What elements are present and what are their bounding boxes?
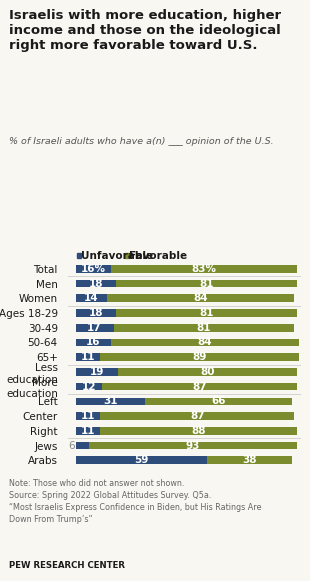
Bar bbox=[76, 279, 116, 288]
Text: 12: 12 bbox=[82, 382, 96, 392]
Bar bbox=[76, 324, 113, 332]
Text: 6: 6 bbox=[68, 440, 75, 451]
Bar bbox=[76, 295, 107, 302]
Bar bbox=[76, 309, 116, 317]
Bar bbox=[100, 353, 299, 361]
Text: 11: 11 bbox=[81, 411, 95, 421]
Text: 17: 17 bbox=[87, 323, 102, 333]
Text: 19: 19 bbox=[90, 367, 104, 377]
Text: Israelis with more education, higher
income and those on the ideological
right m: Israelis with more education, higher inc… bbox=[9, 9, 281, 52]
Bar bbox=[107, 295, 294, 302]
Bar bbox=[207, 457, 292, 464]
Bar bbox=[113, 324, 294, 332]
Bar bbox=[116, 309, 297, 317]
Text: 59: 59 bbox=[134, 456, 149, 465]
Bar bbox=[76, 265, 111, 272]
Text: 11: 11 bbox=[81, 426, 95, 436]
Bar bbox=[76, 383, 102, 390]
Text: 89: 89 bbox=[192, 352, 207, 362]
Bar bbox=[77, 253, 81, 258]
Bar bbox=[102, 383, 297, 390]
Text: Favorable: Favorable bbox=[129, 251, 187, 261]
Text: 87: 87 bbox=[190, 411, 205, 421]
Text: 81: 81 bbox=[199, 308, 214, 318]
Bar bbox=[118, 368, 297, 376]
Bar bbox=[111, 265, 297, 272]
Bar bbox=[100, 413, 294, 420]
Text: 11: 11 bbox=[81, 352, 95, 362]
Text: 81: 81 bbox=[199, 278, 214, 289]
Bar bbox=[111, 339, 299, 346]
Text: 18: 18 bbox=[88, 278, 103, 289]
Text: 84: 84 bbox=[193, 293, 208, 303]
Bar bbox=[76, 368, 118, 376]
Bar bbox=[89, 442, 297, 450]
Bar bbox=[100, 427, 297, 435]
Text: 18: 18 bbox=[88, 308, 103, 318]
Text: 83%: 83% bbox=[192, 264, 216, 274]
Bar bbox=[116, 279, 297, 288]
Text: 31: 31 bbox=[103, 396, 117, 406]
Text: 87: 87 bbox=[192, 382, 207, 392]
Text: 38: 38 bbox=[242, 456, 257, 465]
Text: 80: 80 bbox=[200, 367, 215, 377]
Bar bbox=[76, 353, 100, 361]
Bar bbox=[76, 397, 145, 405]
Bar bbox=[76, 413, 100, 420]
Text: 14: 14 bbox=[84, 293, 99, 303]
Text: 81: 81 bbox=[197, 323, 211, 333]
Text: 16: 16 bbox=[86, 338, 101, 347]
Bar bbox=[76, 427, 100, 435]
Bar bbox=[76, 442, 89, 450]
Text: Note: Those who did not answer not shown.
Source: Spring 2022 Global Attitudes S: Note: Those who did not answer not shown… bbox=[9, 479, 262, 523]
Bar bbox=[145, 397, 292, 405]
Text: 16%: 16% bbox=[81, 264, 106, 274]
Text: Unfavorable: Unfavorable bbox=[81, 251, 153, 261]
Text: PEW RESEARCH CENTER: PEW RESEARCH CENTER bbox=[9, 561, 125, 569]
Bar bbox=[125, 253, 129, 258]
Text: 84: 84 bbox=[198, 338, 212, 347]
Bar bbox=[76, 339, 111, 346]
Bar bbox=[76, 457, 207, 464]
Text: 88: 88 bbox=[191, 426, 206, 436]
Text: 93: 93 bbox=[186, 440, 200, 451]
Text: % of Israeli adults who have a(n) ___ opinion of the U.S.: % of Israeli adults who have a(n) ___ op… bbox=[9, 137, 274, 145]
Text: 66: 66 bbox=[211, 396, 226, 406]
